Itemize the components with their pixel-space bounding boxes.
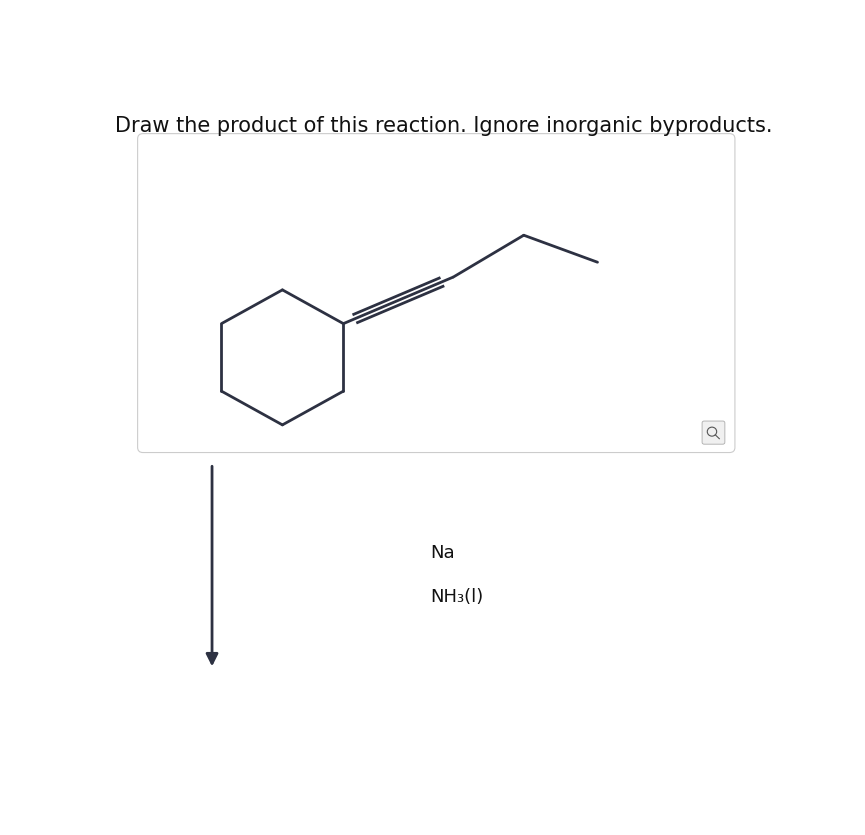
FancyBboxPatch shape: [138, 134, 735, 453]
Text: Draw the product of this reaction. Ignore inorganic byproducts.: Draw the product of this reaction. Ignor…: [114, 116, 772, 136]
FancyBboxPatch shape: [702, 421, 725, 444]
Text: NH₃(l): NH₃(l): [430, 588, 484, 605]
Text: Na: Na: [430, 544, 454, 563]
